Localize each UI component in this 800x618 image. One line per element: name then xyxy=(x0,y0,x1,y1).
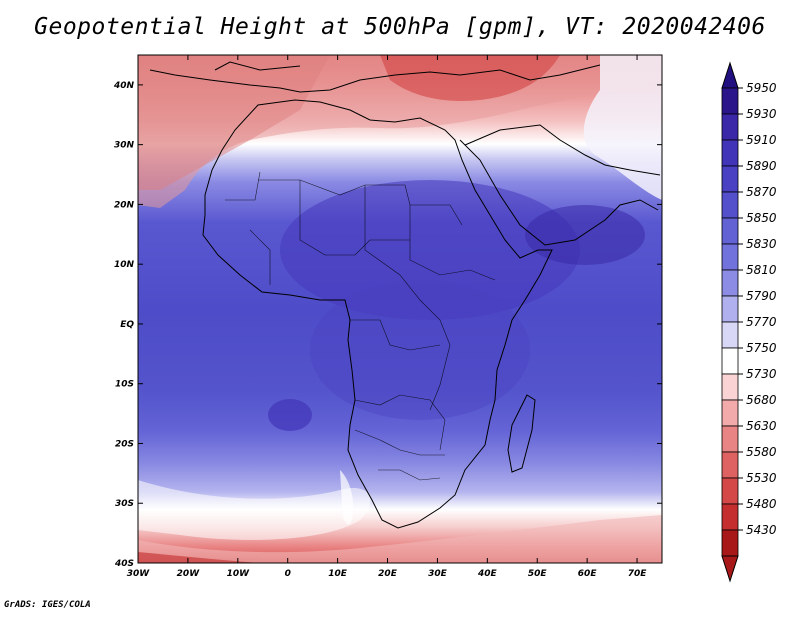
borders xyxy=(225,171,496,481)
lon-label: 10W xyxy=(227,569,251,579)
longitude-axis: 30W 20W 10W 0 10E 20E 30E 40E 50E 60E 70E xyxy=(127,55,647,579)
lon-label: 60E xyxy=(578,569,598,579)
coastlines xyxy=(149,61,661,529)
colorbar-label: 5730 xyxy=(746,367,777,381)
colorbar-label: 5770 xyxy=(746,315,777,329)
colorbar-cell xyxy=(721,113,739,141)
colorbar-label: 5530 xyxy=(746,471,777,485)
latitude-axis: 40N 30N 20N 10N EQ 10S 20S 30S 40S xyxy=(113,81,662,569)
colorbar-label: 5750 xyxy=(746,341,777,355)
colorbar-cell xyxy=(721,347,739,375)
lat-label: 10S xyxy=(115,380,134,390)
colorbar-label: 5430 xyxy=(746,523,777,537)
colorbar-cell xyxy=(721,217,739,245)
colorbar-label: 5910 xyxy=(746,133,777,147)
lat-label: 20S xyxy=(115,439,134,449)
colorbar-cell xyxy=(721,373,739,401)
lon-label: 30E xyxy=(428,569,448,579)
colorbar-cell xyxy=(721,529,739,557)
lon-label: 0 xyxy=(285,569,291,579)
colorbar-cell xyxy=(721,139,739,167)
lat-label: 10N xyxy=(114,260,135,270)
colorbar-cell xyxy=(721,399,739,427)
colorbar-cell xyxy=(721,425,739,453)
colorbar-label: 5870 xyxy=(746,185,777,199)
colorbar-label: 5930 xyxy=(746,107,777,121)
lat-label: 30S xyxy=(115,499,134,509)
colorbar-label: 5950 xyxy=(746,81,777,95)
colorbar-label: 5850 xyxy=(746,211,777,225)
colorbar-bottom-arrow xyxy=(721,555,739,583)
colorbar-cell xyxy=(721,243,739,271)
lat-label: EQ xyxy=(120,320,134,330)
colorbar-cell xyxy=(721,295,739,323)
colorbar-cell xyxy=(721,503,739,531)
colorbar-label: 5790 xyxy=(746,289,777,303)
colorbar-cell xyxy=(721,165,739,193)
height-field xyxy=(138,55,662,563)
lon-label: 30W xyxy=(127,569,151,579)
plot-frame xyxy=(137,54,663,564)
lon-label: 20W xyxy=(177,569,201,579)
colorbar-label: 5890 xyxy=(746,159,777,173)
lon-label: 70E xyxy=(628,569,648,579)
map-title: Geopotential Height at 500hPa [gpm], VT:… xyxy=(34,14,766,40)
lat-label: 20N xyxy=(114,200,135,210)
grads-credit: GrADS: IGES/COLA xyxy=(4,600,91,610)
lon-label: 40E xyxy=(477,569,498,579)
colorbar-cell xyxy=(721,191,739,219)
colorbar-label: 5630 xyxy=(746,419,777,433)
lon-label: 20E xyxy=(378,569,398,579)
lon-label: 50E xyxy=(528,569,548,579)
colorbar-label: 5680 xyxy=(746,393,777,407)
colorbar-label: 5480 xyxy=(746,497,777,511)
colorbar-cell xyxy=(721,477,739,505)
colorbar-cell xyxy=(721,451,739,479)
colorbar-label: 5830 xyxy=(746,237,777,251)
colorbar-top-arrow xyxy=(721,61,739,89)
colorbar-label: 5580 xyxy=(746,445,777,459)
lon-label: 10E xyxy=(328,569,348,579)
lat-label: 30N xyxy=(114,141,135,151)
colorbar-cell xyxy=(721,321,739,349)
colorbar-cell xyxy=(721,269,739,297)
lat-label: 40S xyxy=(114,559,134,569)
colorbar: 5950 5930 5910 5890 5870 5850 5830 5810 5790 5770… xyxy=(721,61,777,583)
colorbar-label: 5810 xyxy=(746,263,777,277)
lat-label: 40N xyxy=(113,81,135,91)
colorbar-cell xyxy=(721,87,739,115)
